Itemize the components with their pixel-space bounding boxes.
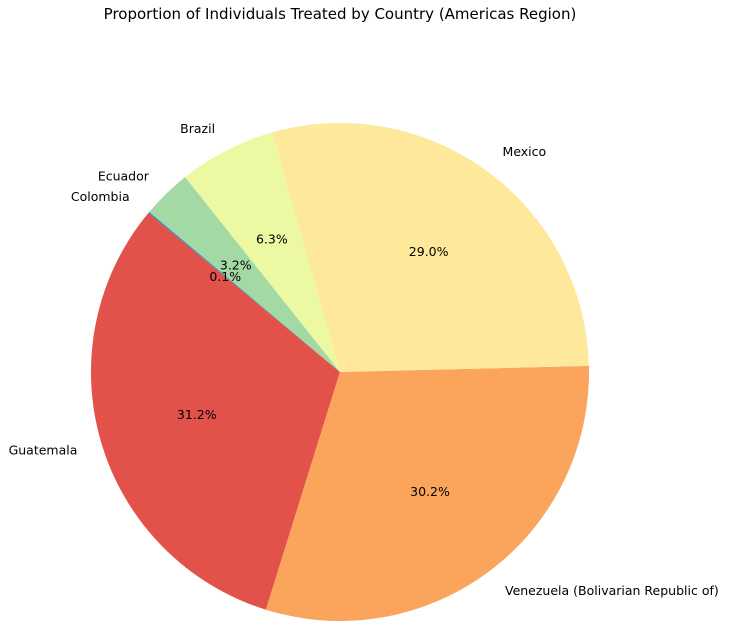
pct-label-guatemala: 31.2%	[177, 407, 217, 422]
pie-slice-guatemala	[91, 213, 340, 610]
pie-slice-venezuela-bolivarian-republic-of	[265, 365, 589, 621]
slice-label-venezuela-bolivarian-republic-of: Venezuela (Bolivarian Republic of)	[505, 583, 719, 598]
pie-slice-colombia	[148, 211, 340, 372]
chart-title: Proportion of Individuals Treated by Cou…	[104, 5, 577, 23]
slice-label-guatemala: Guatemala	[9, 442, 78, 457]
slice-label-mexico: Mexico	[503, 144, 547, 159]
pie-slice-brazil	[185, 132, 340, 372]
pct-label-venezuela-bolivarian-republic-of: 30.2%	[410, 484, 450, 499]
pct-label-ecuador: 3.2%	[220, 257, 252, 272]
pie-slice-mexico	[272, 123, 589, 372]
pie-slices	[91, 123, 589, 621]
pct-label-mexico: 29.0%	[409, 244, 449, 259]
pct-label-brazil: 6.3%	[256, 232, 288, 247]
slice-label-brazil: Brazil	[180, 121, 215, 136]
slice-label-ecuador: Ecuador	[98, 168, 150, 183]
pie-slice-ecuador	[149, 177, 340, 372]
slice-label-colombia: Colombia	[71, 189, 130, 204]
percentage-labels: 0.1% 31.2% 30.2% 29.0% 6.3% 3.2%	[177, 232, 450, 499]
pct-label-colombia: 0.1%	[209, 269, 241, 284]
category-labels: Colombia Guatemala Venezuela (Bolivarian R…	[9, 121, 719, 598]
